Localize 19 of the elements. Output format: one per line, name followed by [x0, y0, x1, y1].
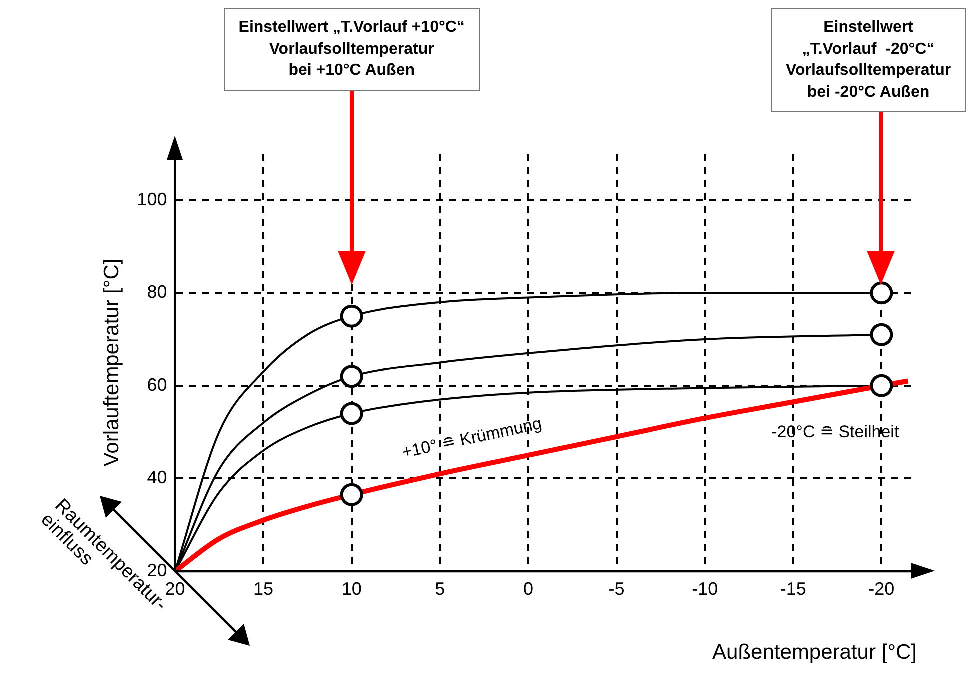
x-tick-label: -10: [692, 579, 718, 600]
text: Einstellwert „T.Vorlauf +10°C“ Vorlaufsolltemperatur bei +10°C Außen: [224, 8, 480, 91]
y-tick-label: 40: [147, 468, 168, 488]
y-axis-title: Vorlauftemperatur [°C]: [100, 258, 124, 467]
x-tick-label: 20: [165, 579, 186, 600]
x-tick-label: 0: [523, 579, 534, 600]
x-tick-label: 15: [254, 579, 274, 600]
y-tick-label: 60: [147, 374, 168, 395]
x-axis-title: Außentemperatur [°C]: [712, 641, 917, 664]
x-tick-label: -15: [780, 579, 806, 600]
annotation: +10° ≘ Krümmung: [400, 412, 544, 463]
y-tick-label: 80: [147, 282, 168, 302]
x-tick-label: 5: [435, 579, 446, 600]
x-tick-label: -20: [868, 579, 895, 600]
x-tick-label: -5: [608, 579, 625, 600]
text: Einstellwert „T.Vorlauf -20°C“ Vorlaufsolltemperatur bei -20°C Außen: [771, 8, 966, 112]
annotation: -20°C ≘ Steilheit: [772, 422, 900, 443]
y-tick-label: 100: [137, 189, 168, 210]
x-tick-label: 10: [342, 579, 362, 600]
